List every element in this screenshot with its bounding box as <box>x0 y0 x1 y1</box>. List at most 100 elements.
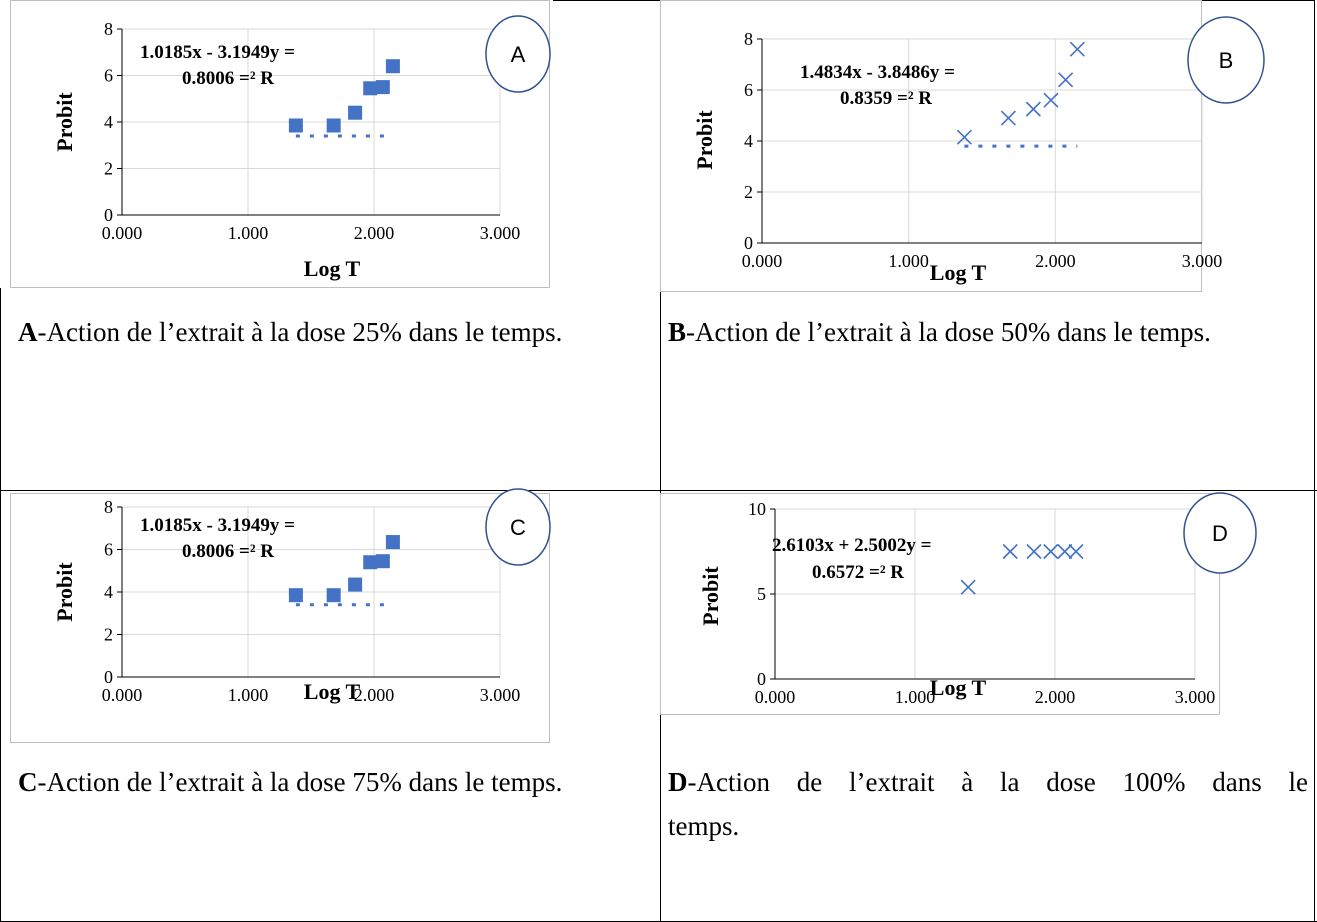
x-axis-title: Log T <box>304 256 361 281</box>
data-point <box>288 118 303 133</box>
y-tick-label: 10 <box>748 499 766 519</box>
y-tick-label: 8 <box>104 497 113 517</box>
equation-line-1: 1.0185x - 3.1949y = <box>140 42 295 63</box>
caption-a: A-Action de l’extrait à la dose 25% dans… <box>18 310 658 354</box>
x-tick-label: 2.000 <box>354 223 395 243</box>
x-axis-title: Log T <box>930 675 987 700</box>
data-point-stroke <box>1026 543 1042 560</box>
caption-d-letter: D <box>668 767 688 797</box>
panel-label-circle <box>1183 492 1257 574</box>
table-border-right <box>1314 0 1315 922</box>
x-tick-label: 1.000 <box>228 685 269 705</box>
chart-frame <box>660 493 1220 715</box>
caption-c-letter: C <box>18 767 38 797</box>
panel-label-circle <box>1187 16 1265 104</box>
chart-frame <box>10 493 550 743</box>
y-axis-title: Probit <box>52 562 77 622</box>
y-tick-label: 0 <box>104 667 113 687</box>
data-point <box>375 554 390 569</box>
data-point <box>326 588 341 603</box>
data-point-stroke <box>1000 110 1016 126</box>
panel-b: 0 2 4 6 8 0.000 1.000 2.000 3.000 1.4834x - 3.848… <box>660 0 1312 292</box>
caption-d-text-line2: temps. <box>668 811 740 841</box>
data-point <box>1026 543 1042 560</box>
data-point-stroke <box>1068 543 1084 560</box>
data-point <box>1043 92 1059 108</box>
data-point <box>348 577 363 592</box>
table-border-row <box>0 490 1317 491</box>
data-point <box>1057 543 1073 560</box>
table-border-middle <box>660 0 661 922</box>
table-border-left <box>0 288 1 922</box>
data-point <box>385 535 400 550</box>
caption-a-letter: A <box>18 317 38 347</box>
equation-line-2: 0.8006 =² R <box>182 68 274 89</box>
x-axis-title: Log T <box>930 260 987 285</box>
y-tick-label: 8 <box>744 29 753 49</box>
data-point <box>1000 110 1016 126</box>
x-tick-label: 0.000 <box>102 685 143 705</box>
chart-d: 0 5 10 0.000 1.000 2.000 3.000 2.6103x + 2.5002… <box>660 492 1257 715</box>
panel-label: A <box>511 42 526 67</box>
y-tick-label: 2 <box>104 159 113 179</box>
y-tick-label: 5 <box>757 584 766 604</box>
y-tick-label: 2 <box>104 625 113 645</box>
panel-label-circle <box>485 488 551 566</box>
panel-d: 0 5 10 0.000 1.000 2.000 3.000 2.6103x + 2.5002… <box>660 492 1312 743</box>
y-tick-label: 6 <box>104 66 113 86</box>
x-tick-label: 3.000 <box>1175 687 1216 707</box>
data-point <box>960 579 976 595</box>
chart-frame <box>660 0 1202 292</box>
chart-b: 0 2 4 6 8 0.000 1.000 2.000 3.000 1.4834x - 3.848… <box>660 0 1265 292</box>
panel-c: 0 2 4 6 8 0.000 1.000 2.000 3.000 1.0185x - 3.194… <box>10 488 551 743</box>
y-tick-label: 0 <box>757 669 766 689</box>
data-point <box>956 129 972 145</box>
x-axis-title: Log T <box>304 679 361 704</box>
equation-line-2: 0.6572 =² R <box>812 562 904 583</box>
data-point <box>385 59 400 74</box>
caption-b-letter: B <box>668 317 687 347</box>
data-point <box>1068 543 1084 560</box>
x-tick-label: 0.000 <box>755 687 796 707</box>
data-point-stroke <box>1002 543 1018 560</box>
chart-frame <box>10 0 550 288</box>
y-tick-label: 8 <box>104 19 113 39</box>
x-tick-label: 0.000 <box>102 223 143 243</box>
x-tick-label: 1.000 <box>228 223 269 243</box>
y-tick-label: 0 <box>744 233 753 253</box>
x-tick-label: 0.000 <box>742 251 783 271</box>
x-tick-label: 1.000 <box>895 687 936 707</box>
data-point-stroke <box>1025 101 1041 117</box>
data-point <box>288 588 303 603</box>
caption-c-text: -Action de l’extrait à la dose 75% dans … <box>37 767 563 797</box>
y-axis-title: Probit <box>692 110 717 170</box>
data-point <box>326 118 341 133</box>
data-point-stroke <box>1057 543 1073 560</box>
equation-line-1: 1.0185x - 3.1949y = <box>140 515 295 536</box>
y-tick-label: 6 <box>744 80 753 100</box>
data-point <box>1002 543 1018 560</box>
equation-line-1: 1.4834x - 3.8486y = <box>800 62 955 83</box>
equation-line-2: 0.8006 =² R <box>182 541 274 562</box>
data-point <box>1058 72 1074 88</box>
data-point <box>1025 101 1041 117</box>
x-tick-label: 2.000 <box>1035 251 1076 271</box>
y-tick-label: 4 <box>104 112 113 132</box>
data-point <box>1043 543 1059 560</box>
y-tick-label: 4 <box>744 131 753 151</box>
data-point <box>363 81 378 96</box>
x-tick-label: 1.000 <box>888 251 929 271</box>
caption-b: B-Action de l’extrait à la dose 50% dans… <box>668 310 1308 354</box>
data-point <box>375 80 390 95</box>
data-point-stroke <box>1043 92 1059 108</box>
data-point <box>1069 41 1085 57</box>
data-point-stroke <box>1058 72 1074 88</box>
chart-c: 0 2 4 6 8 0.000 1.000 2.000 3.000 1.0185x - 3.194… <box>10 488 551 743</box>
panel-a: 0 2 4 6 8 0.000 1.000 2.000 3.000 1.0185x - 3.194… <box>10 0 551 288</box>
caption-a-text: -Action de l’extrait à la dose 25% dans … <box>37 317 563 347</box>
chart-a: 0 2 4 6 8 0.000 1.000 2.000 3.000 1.0185x - 3.194… <box>10 0 551 288</box>
y-tick-label: 0 <box>104 205 113 225</box>
y-axis-title: Probit <box>698 566 723 626</box>
x-tick-label: 2.000 <box>1035 687 1076 707</box>
equation-line-2: 0.8359 =² R <box>840 88 932 109</box>
